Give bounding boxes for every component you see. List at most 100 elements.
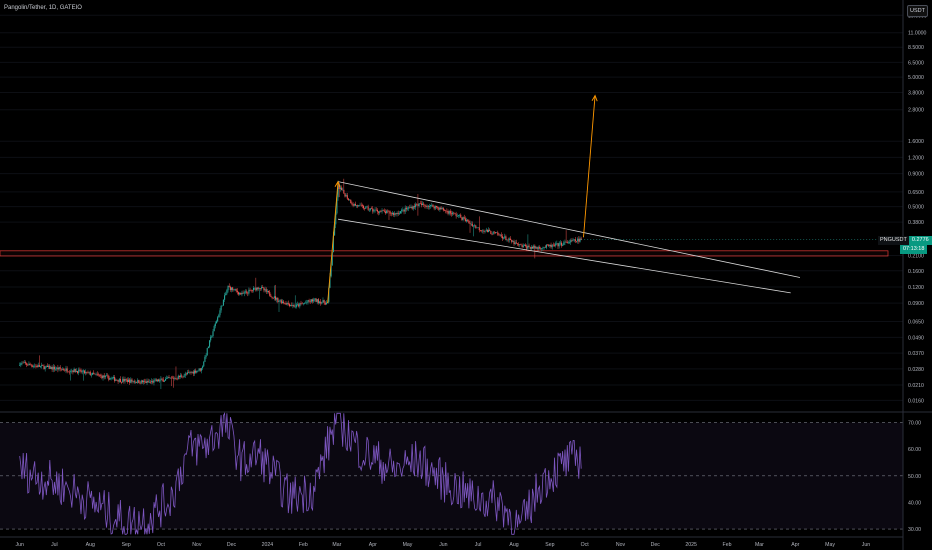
candle-body bbox=[99, 374, 101, 376]
candle-body bbox=[144, 380, 146, 382]
candle-body bbox=[366, 206, 368, 208]
candle-body bbox=[254, 287, 256, 289]
candle-body bbox=[132, 381, 134, 382]
currency-button[interactable]: USDT bbox=[907, 5, 928, 17]
time-tick-label: Feb bbox=[723, 542, 732, 548]
candle-body bbox=[176, 378, 178, 380]
candle-body bbox=[301, 303, 303, 305]
candle-body bbox=[149, 381, 152, 383]
candle-body bbox=[526, 246, 528, 249]
candle-body bbox=[339, 187, 341, 190]
candle-body bbox=[88, 372, 90, 373]
candle-body bbox=[276, 297, 278, 300]
candle-body bbox=[155, 379, 157, 382]
candle-body bbox=[213, 326, 215, 332]
candle-body bbox=[168, 377, 170, 379]
candle-body bbox=[81, 371, 83, 373]
price-tick-label: 0.9000 bbox=[908, 172, 924, 178]
candle-body bbox=[474, 225, 476, 227]
time-tick-label: 2024 bbox=[262, 542, 274, 548]
candle-body bbox=[509, 238, 512, 240]
candle-body bbox=[246, 291, 248, 293]
candle-body bbox=[478, 227, 480, 231]
candle-body bbox=[491, 234, 493, 235]
candle-body bbox=[65, 368, 67, 371]
candle-body bbox=[401, 209, 403, 212]
candle-body bbox=[310, 299, 312, 302]
candle-body bbox=[462, 217, 464, 220]
candle-body bbox=[23, 362, 25, 363]
candle-body bbox=[41, 365, 43, 367]
candle-body bbox=[346, 195, 348, 199]
candle-body bbox=[101, 375, 103, 379]
candle-body bbox=[329, 276, 331, 288]
price-tick-label: 0.0160 bbox=[908, 398, 924, 404]
candle-body bbox=[449, 211, 451, 214]
candle-body bbox=[134, 382, 136, 383]
candle-body bbox=[309, 301, 311, 302]
candle-body bbox=[393, 212, 395, 215]
candle-body bbox=[261, 286, 263, 289]
candle-body bbox=[38, 365, 40, 367]
candle-body bbox=[374, 209, 376, 211]
last-price-label: PNGUSDT 0.2776 07:13:18 bbox=[878, 236, 932, 256]
candle-body bbox=[207, 346, 209, 349]
candle-body bbox=[335, 213, 337, 225]
time-axis[interactable]: Jun Jul Aug Sep Oct Nov Dec 2024 Feb Mar Apr May Jun… bbox=[15, 542, 870, 548]
candle-body bbox=[398, 213, 400, 214]
candle-body bbox=[31, 365, 33, 367]
candle-body bbox=[68, 371, 71, 373]
rsi-level-lines bbox=[0, 422, 903, 530]
candle-body bbox=[117, 380, 119, 382]
candle-body bbox=[428, 206, 431, 208]
candle-body bbox=[19, 365, 21, 366]
candle-body bbox=[118, 378, 120, 382]
candle-body bbox=[353, 203, 355, 206]
candle-body bbox=[151, 380, 153, 382]
candle-body bbox=[569, 242, 571, 243]
candle-body bbox=[269, 292, 271, 296]
candle-body bbox=[165, 378, 167, 381]
candle-body bbox=[541, 248, 543, 250]
chart-drawings[interactable] bbox=[327, 94, 801, 304]
candle-body bbox=[227, 286, 229, 291]
candle-body bbox=[321, 302, 323, 304]
candle-body bbox=[141, 380, 143, 383]
candle-body bbox=[330, 265, 332, 277]
candle-body bbox=[334, 224, 336, 236]
candle-body bbox=[513, 241, 515, 245]
candle-body bbox=[202, 366, 204, 369]
candle-body bbox=[210, 336, 212, 341]
candle-body bbox=[242, 292, 244, 294]
time-tick-label: Jul bbox=[51, 542, 58, 548]
candle-body bbox=[198, 368, 200, 371]
candle-body bbox=[482, 230, 484, 232]
candle-body bbox=[159, 379, 161, 382]
support-zone[interactable] bbox=[0, 250, 889, 257]
candle-body bbox=[545, 244, 547, 248]
rsi-axis[interactable]: 70.00 60.00 50.00 40.00 30.00 bbox=[908, 421, 921, 533]
candle-body bbox=[96, 373, 98, 375]
pump-arrow-head bbox=[334, 180, 341, 188]
candle-body bbox=[272, 297, 274, 299]
candle-body bbox=[153, 379, 155, 383]
candle-body bbox=[464, 218, 466, 222]
candle-body bbox=[79, 369, 81, 371]
candle-body bbox=[241, 292, 243, 295]
time-tick-label: Dec bbox=[227, 542, 237, 548]
candle-body bbox=[147, 380, 149, 383]
candle-body bbox=[361, 204, 363, 206]
candle-body bbox=[463, 217, 465, 219]
candle-body bbox=[43, 365, 45, 370]
price-tick-label: 0.0490 bbox=[908, 335, 924, 341]
candle-body bbox=[307, 300, 309, 303]
candle-body bbox=[208, 340, 211, 347]
candle-body bbox=[563, 242, 565, 245]
candle-body bbox=[577, 238, 579, 242]
candle-body bbox=[188, 372, 190, 373]
candle-body bbox=[219, 310, 221, 316]
candle-body bbox=[551, 244, 553, 248]
candle-body bbox=[552, 244, 554, 246]
